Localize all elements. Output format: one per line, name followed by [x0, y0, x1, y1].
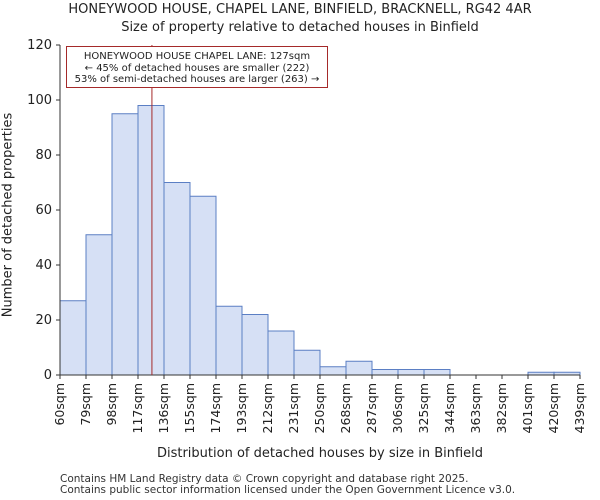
annotation-line-3: 53% of semi-detached houses are larger (…	[74, 74, 320, 85]
bar-325sqm	[423, 369, 451, 376]
x-tick-label: 174sqm	[208, 383, 223, 433]
x-tick-label: 344sqm	[442, 383, 457, 433]
y-tick-label: 120	[27, 38, 52, 53]
y-tick-label: 40	[35, 258, 52, 273]
bar-117sqm	[137, 105, 165, 376]
x-tick-label: 439sqm	[572, 383, 587, 433]
bar-306sqm	[397, 369, 425, 376]
x-tick-label: 212sqm	[260, 383, 275, 433]
bar-212sqm	[267, 330, 295, 376]
y-tick-label: 60	[35, 203, 52, 218]
x-tick-label: 287sqm	[364, 383, 379, 433]
x-tick-label: 79sqm	[78, 383, 93, 426]
bar-231sqm	[293, 349, 321, 376]
bar-287sqm	[371, 369, 399, 376]
annotation-box: HONEYWOOD HOUSE CHAPEL LANE: 127sqm ← 45…	[66, 46, 328, 88]
bar-155sqm	[189, 195, 217, 376]
bar-98sqm	[111, 113, 139, 376]
x-tick-label: 420sqm	[546, 383, 561, 433]
x-tick-label: 98sqm	[104, 383, 119, 426]
x-tick-label: 363sqm	[468, 383, 483, 433]
bar-79sqm	[85, 234, 113, 376]
x-tick-label: 401sqm	[520, 383, 535, 433]
chart-subtitle: Size of property relative to detached ho…	[121, 20, 479, 35]
chart-title: HONEYWOOD HOUSE, CHAPEL LANE, BINFIELD, …	[68, 2, 532, 17]
bar-193sqm	[241, 314, 269, 376]
x-axis-label: Distribution of detached houses by size …	[156, 446, 484, 461]
x-tick-label: 136sqm	[156, 383, 171, 433]
x-tick-label: 306sqm	[390, 383, 405, 433]
x-tick-label: 193sqm	[234, 383, 249, 433]
x-tick-label: 60sqm	[52, 383, 67, 426]
bar-136sqm	[163, 182, 191, 376]
bar-250sqm	[319, 366, 347, 376]
x-tick-label: 268sqm	[338, 383, 353, 433]
y-tick-label: 100	[27, 93, 52, 108]
footer-line-1: Contains HM Land Registry data © Crown c…	[60, 473, 469, 485]
footer-line-2: Contains public sector information licen…	[60, 484, 516, 496]
y-tick-label: 0	[44, 368, 52, 383]
x-tick-label: 231sqm	[286, 383, 301, 433]
annotation-line-2: ← 45% of detached houses are smaller (22…	[84, 62, 310, 74]
annotation-line-1: HONEYWOOD HOUSE CHAPEL LANE: 127sqm	[83, 51, 311, 62]
y-tick-label: 80	[35, 148, 52, 163]
x-tick-label: 250sqm	[312, 383, 327, 433]
bar-60sqm	[59, 300, 87, 376]
x-tick-label: 382sqm	[494, 383, 509, 433]
x-tick-label: 117sqm	[130, 383, 145, 433]
x-tick-label: 325sqm	[416, 383, 431, 433]
y-tick-label: 20	[35, 313, 52, 328]
bar-174sqm	[215, 305, 243, 376]
y-axis-label: Number of detached properties	[0, 112, 16, 318]
bar-268sqm	[345, 360, 373, 376]
x-tick-label: 155sqm	[182, 383, 197, 433]
